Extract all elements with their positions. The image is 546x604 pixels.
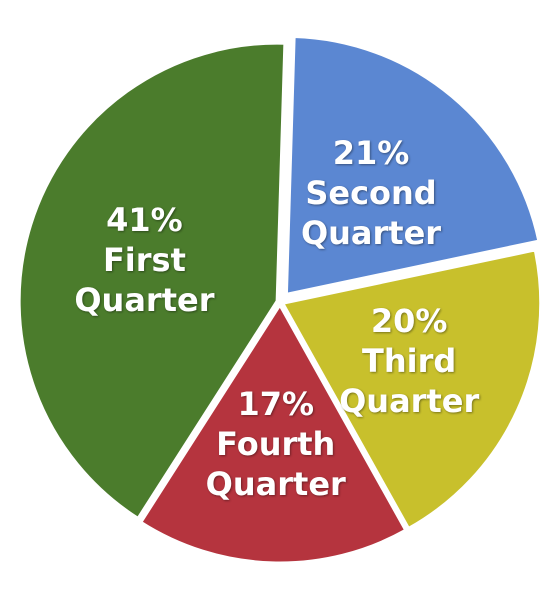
slice-label: 41% First Quarter xyxy=(69,200,219,320)
category-label: Fourth Quarter xyxy=(205,424,346,503)
category-label: Second Quarter xyxy=(300,174,442,253)
percent-label: 17% xyxy=(237,384,315,423)
pie-slice xyxy=(284,34,541,297)
category-label: Third Quarter xyxy=(339,341,480,420)
category-label: First Quarter xyxy=(74,241,215,320)
pie-slice xyxy=(138,302,408,565)
slice-label: 17% Fourth Quarter xyxy=(201,384,351,504)
percent-label: 41% xyxy=(106,201,183,240)
pie-slice xyxy=(280,248,543,531)
slice-label: 21% Second Quarter xyxy=(296,133,446,253)
pie-slice xyxy=(17,41,287,521)
percent-label: 21% xyxy=(332,134,410,173)
slice-label: 20% Third Quarter xyxy=(334,301,484,421)
percent-label: 20% xyxy=(370,301,448,340)
